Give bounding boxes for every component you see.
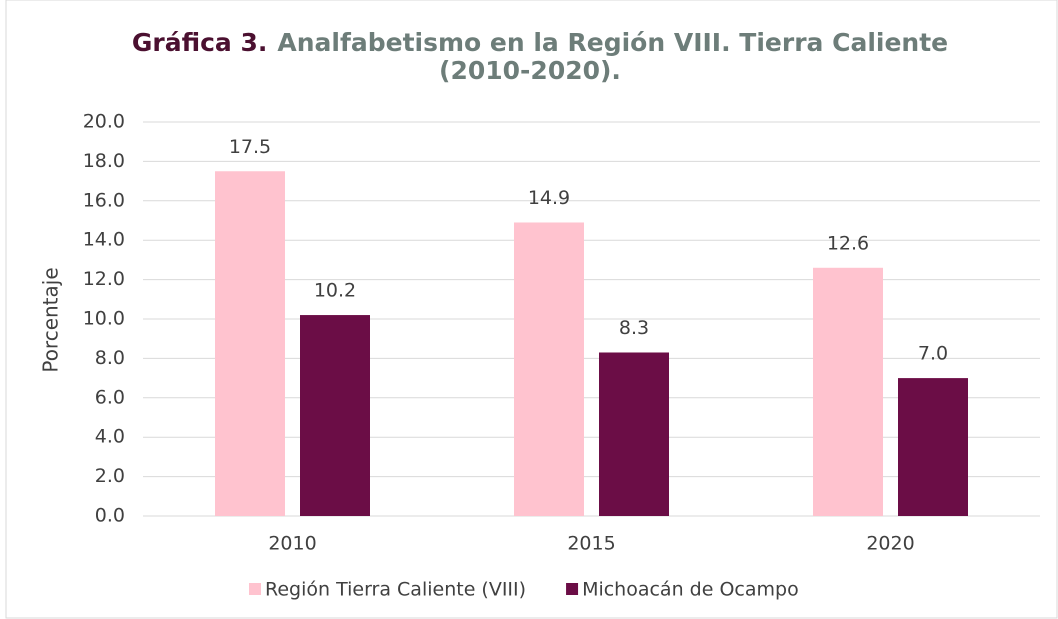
data-label: 8.3 <box>619 317 649 339</box>
legend-label: Michoacán de Ocampo <box>582 579 799 601</box>
chart-title: Analfabetismo en la Región VIII. Tierra … <box>277 28 948 57</box>
chart-title-label: Gráfica 3. <box>132 28 268 57</box>
bar <box>599 352 669 516</box>
y-tick-label: 4.0 <box>95 426 125 448</box>
data-label: 7.0 <box>918 343 948 365</box>
y-tick-label: 0.0 <box>95 505 125 527</box>
y-tick-label: 16.0 <box>83 189 125 211</box>
bar <box>898 378 968 516</box>
data-label: 10.2 <box>314 280 356 302</box>
y-tick-label: 6.0 <box>95 386 125 408</box>
y-tick-label: 10.0 <box>83 308 125 330</box>
x-tick-label: 2015 <box>567 533 615 555</box>
legend-swatch <box>566 583 579 595</box>
y-tick-label: 8.0 <box>95 347 125 369</box>
chart-title: (2010-2020). <box>439 56 621 85</box>
y-tick-label: 18.0 <box>83 150 125 172</box>
x-tick-label: 2020 <box>866 533 914 555</box>
y-axis-label: Porcentaje <box>39 267 63 372</box>
x-tick-label: 2010 <box>268 533 316 555</box>
data-label: 17.5 <box>229 136 271 158</box>
y-tick-label: 14.0 <box>83 229 125 251</box>
bar <box>300 315 370 516</box>
bar <box>215 171 285 516</box>
bar <box>813 267 883 516</box>
y-tick-label: 20.0 <box>83 111 125 133</box>
y-tick-label: 2.0 <box>95 465 125 487</box>
bar <box>514 222 584 516</box>
legend-label: Región Tierra Caliente (VIII) <box>265 579 526 601</box>
data-label: 12.6 <box>827 232 869 254</box>
legend-swatch <box>249 583 261 595</box>
data-label: 14.9 <box>528 187 570 209</box>
y-tick-label: 12.0 <box>83 268 125 290</box>
